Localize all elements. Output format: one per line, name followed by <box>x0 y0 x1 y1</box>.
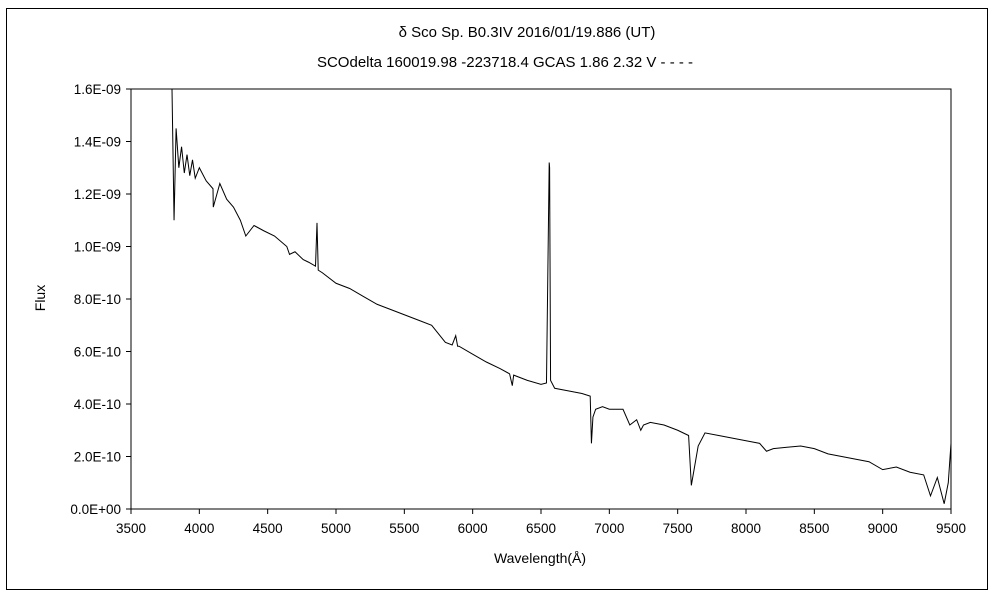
x-tick-label: 4500 <box>253 521 283 536</box>
y-tick-label: 2.0E-10 <box>74 450 121 465</box>
y-tick-label: 4.0E-10 <box>74 397 121 412</box>
x-axis: 3500 4000 4500 5000 5500 6000 6500 7000 7500 8000… <box>116 509 966 536</box>
x-tick-label: 9000 <box>868 521 898 536</box>
spectrum-line <box>171 88 952 504</box>
chart-frame <box>6 8 988 590</box>
x-tick-label: 9500 <box>936 521 966 536</box>
y-tick-label: 1.2E-09 <box>74 187 121 202</box>
y-axis-label: Flux <box>32 285 48 311</box>
x-tick-label: 3500 <box>116 521 146 536</box>
x-axis-label: Wavelength(Å) <box>494 550 586 566</box>
x-tick-label: 5000 <box>321 521 351 536</box>
y-tick-label: 8.0E-10 <box>74 292 121 307</box>
y-axis: 0.0E+00 2.0E-10 4.0E-10 6.0E-10 8.0E-10 1.0E-… <box>70 82 131 517</box>
y-tick-label: 1.0E-09 <box>74 240 121 255</box>
x-tick-label: 4000 <box>184 521 214 536</box>
y-tick-label: 1.4E-09 <box>74 135 121 150</box>
y-tick-label: 1.6E-09 <box>74 82 121 97</box>
chart-subtitle: SCOdelta 160019.98 -223718.4 GCAS 1.86 2… <box>317 54 693 71</box>
x-tick-label: 7000 <box>594 521 624 536</box>
y-tick-label: 0.0E+00 <box>70 502 121 517</box>
x-tick-label: 6000 <box>458 521 488 536</box>
x-tick-label: 7500 <box>663 521 693 536</box>
chart-title: δ Sco Sp. B0.3IV 2016/01/19.886 (UT) <box>399 24 656 41</box>
x-tick-label: 8500 <box>799 521 829 536</box>
x-tick-label: 5500 <box>389 521 419 536</box>
plot-area <box>130 88 952 510</box>
x-tick-label: 8000 <box>731 521 761 536</box>
y-tick-label: 6.0E-10 <box>74 345 121 360</box>
x-tick-label: 6500 <box>526 521 556 536</box>
